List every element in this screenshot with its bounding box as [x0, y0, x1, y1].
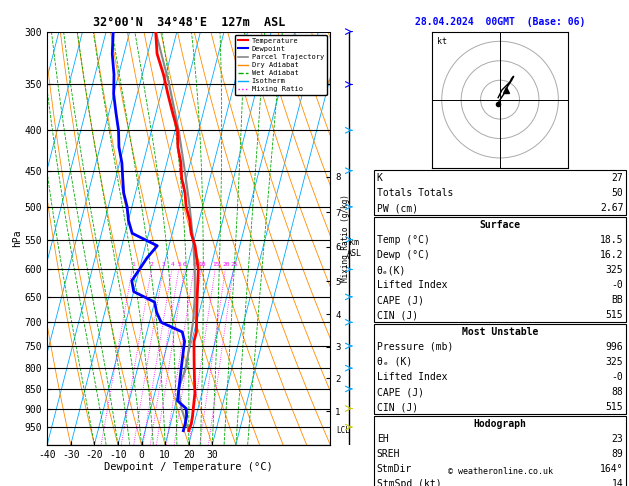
Text: Surface: Surface [479, 220, 521, 230]
Title: 32°00'N  34°48'E  127m  ASL: 32°00'N 34°48'E 127m ASL [92, 16, 285, 29]
Y-axis label: hPa: hPa [12, 229, 22, 247]
Text: Hodograph: Hodograph [474, 418, 526, 429]
Text: CIN (J): CIN (J) [377, 402, 418, 412]
Text: 8: 8 [192, 261, 196, 266]
Text: 27: 27 [611, 173, 623, 183]
Text: K: K [377, 173, 382, 183]
Text: 16.2: 16.2 [600, 250, 623, 260]
Text: θₑ (K): θₑ (K) [377, 357, 412, 367]
Text: 996: 996 [606, 342, 623, 352]
Text: SREH: SREH [377, 449, 400, 459]
X-axis label: Dewpoint / Temperature (°C): Dewpoint / Temperature (°C) [104, 462, 273, 472]
Text: BB: BB [611, 295, 623, 305]
Text: -0: -0 [611, 372, 623, 382]
Text: © weatheronline.co.uk: © weatheronline.co.uk [448, 467, 552, 476]
Text: Totals Totals: Totals Totals [377, 188, 453, 198]
Text: 20: 20 [222, 261, 230, 266]
Text: 515: 515 [606, 402, 623, 412]
Text: StmSpd (kt): StmSpd (kt) [377, 479, 442, 486]
Text: 5: 5 [177, 261, 181, 266]
Text: 25: 25 [230, 261, 238, 266]
Text: 2: 2 [150, 261, 153, 266]
Text: StmDir: StmDir [377, 464, 412, 474]
Y-axis label: km
ASL: km ASL [347, 238, 362, 258]
Text: Dewp (°C): Dewp (°C) [377, 250, 430, 260]
Text: Temp (°C): Temp (°C) [377, 235, 430, 245]
Text: Mixing Ratio (g/kg): Mixing Ratio (g/kg) [342, 194, 350, 282]
Text: 15: 15 [212, 261, 220, 266]
Text: Pressure (mb): Pressure (mb) [377, 342, 453, 352]
Text: 325: 325 [606, 265, 623, 275]
Text: kt: kt [437, 37, 447, 46]
Text: 89: 89 [611, 449, 623, 459]
Text: 10: 10 [198, 261, 206, 266]
Text: 164°: 164° [600, 464, 623, 474]
Text: Most Unstable: Most Unstable [462, 327, 538, 337]
Text: 515: 515 [606, 310, 623, 320]
Text: 28.04.2024  00GMT  (Base: 06): 28.04.2024 00GMT (Base: 06) [415, 17, 585, 27]
Text: CIN (J): CIN (J) [377, 310, 418, 320]
Text: CAPE (J): CAPE (J) [377, 387, 424, 397]
Legend: Temperature, Dewpoint, Parcel Trajectory, Dry Adiabat, Wet Adiabat, Isotherm, Mi: Temperature, Dewpoint, Parcel Trajectory… [235, 35, 326, 95]
Text: PW (cm): PW (cm) [377, 203, 418, 213]
Text: -0: -0 [611, 280, 623, 290]
Text: 2.67: 2.67 [600, 203, 623, 213]
Text: EH: EH [377, 434, 389, 444]
Text: 4: 4 [170, 261, 174, 266]
Text: 1: 1 [131, 261, 135, 266]
Text: 325: 325 [606, 357, 623, 367]
Text: Lifted Index: Lifted Index [377, 280, 447, 290]
Text: CAPE (J): CAPE (J) [377, 295, 424, 305]
Text: 3: 3 [162, 261, 165, 266]
Text: 23: 23 [611, 434, 623, 444]
Text: θₑ(K): θₑ(K) [377, 265, 406, 275]
Text: 88: 88 [611, 387, 623, 397]
Text: 6: 6 [183, 261, 187, 266]
Text: 50: 50 [611, 188, 623, 198]
Text: 14: 14 [611, 479, 623, 486]
Text: Lifted Index: Lifted Index [377, 372, 447, 382]
Text: LCL: LCL [336, 426, 350, 435]
Text: 18.5: 18.5 [600, 235, 623, 245]
